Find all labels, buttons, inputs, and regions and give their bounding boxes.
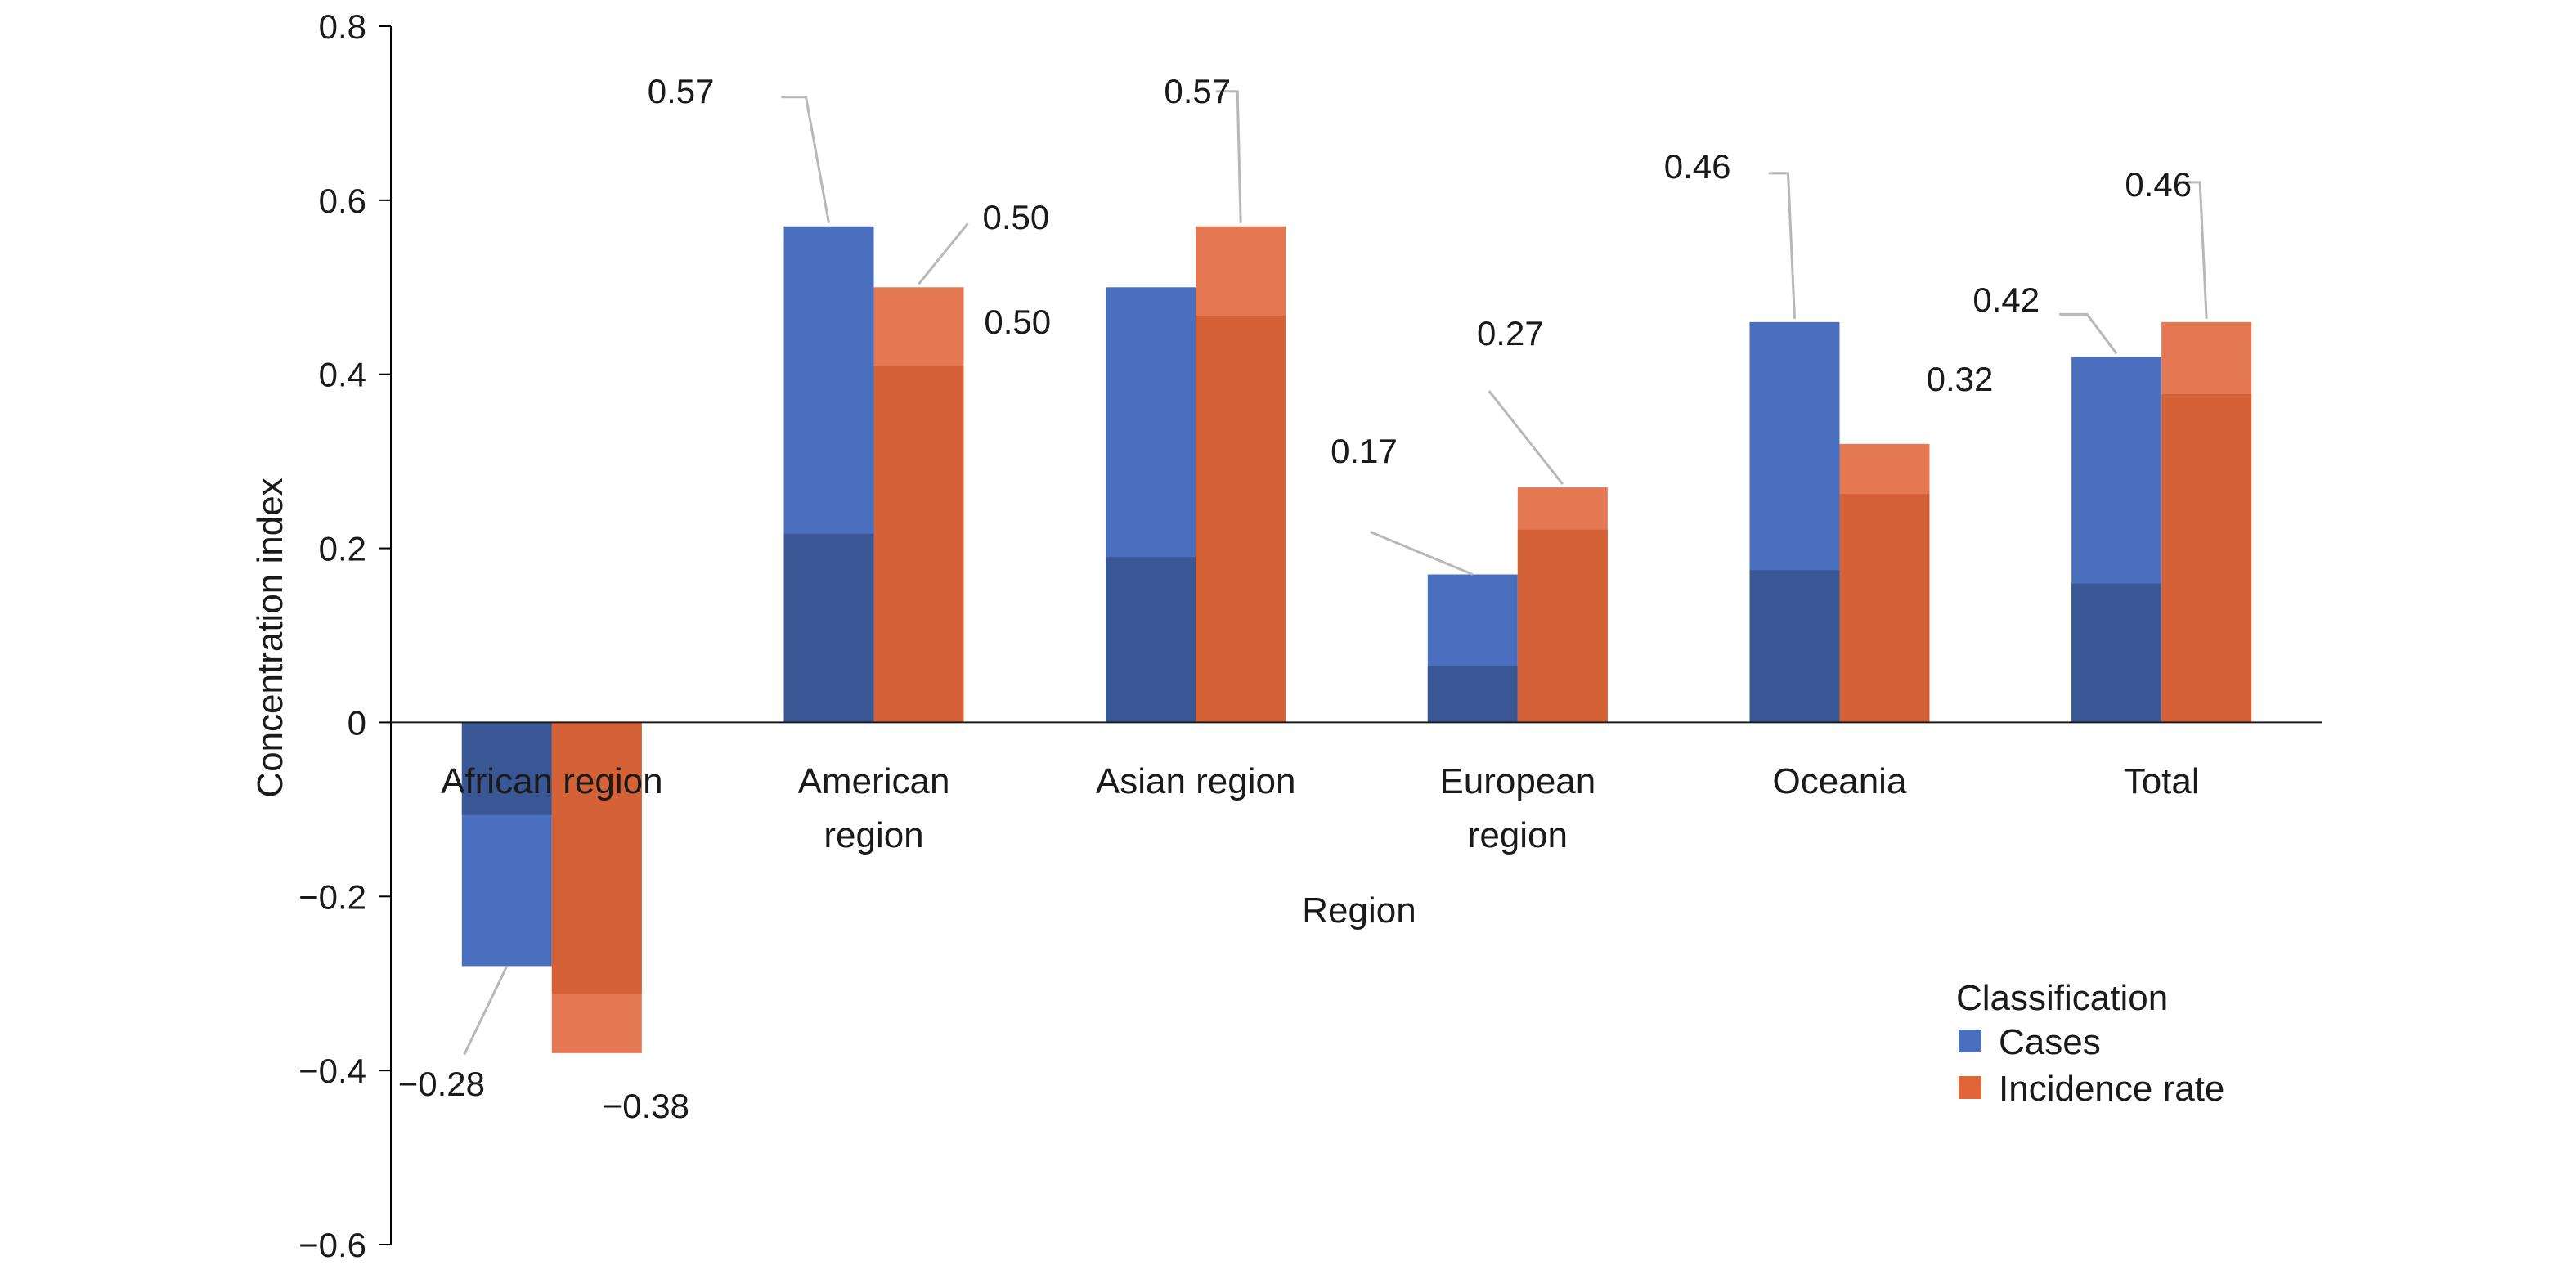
- legend-title: Classification: [1956, 978, 2168, 1018]
- bar-cases: [2071, 357, 2161, 722]
- bar-cases: [784, 227, 874, 723]
- bar-shade: [1518, 530, 1608, 723]
- data-label-leader: [1489, 391, 1563, 484]
- bar-shade: [1196, 316, 1286, 722]
- data-label-leader: [782, 97, 829, 223]
- data-label-incidence-rate: 0.57: [1164, 72, 1231, 110]
- data-label-leader: [1216, 92, 1241, 223]
- data-label-incidence-rate: 0.32: [1927, 360, 1994, 398]
- bar-shade: [1106, 557, 1196, 722]
- data-label-cases: 0.50: [984, 303, 1051, 341]
- y-tick-label: −0.6: [298, 1226, 366, 1264]
- bar-chart: −0.6 −0.4 −0.2 0 0.2 0.4 0.6 0.8 African region…: [0, 0, 2576, 1274]
- data-label-leader: [2059, 314, 2116, 353]
- data-label-leader: [464, 966, 507, 1054]
- bar-cases: [1106, 287, 1196, 722]
- data-label-cases: 0.57: [648, 72, 715, 110]
- data-label-cases: 0.42: [1972, 280, 2040, 319]
- y-tick-label: −0.2: [298, 877, 366, 916]
- y-tick-label: 0.2: [319, 530, 366, 568]
- y-tick-label: −0.4: [298, 1052, 366, 1090]
- bar-shade: [1428, 666, 1518, 723]
- bar-shade: [784, 534, 874, 723]
- bar-shade: [874, 366, 964, 722]
- data-label-incidence-rate: 0.27: [1477, 314, 1544, 352]
- x-tick-label: American region: [798, 761, 950, 855]
- x-tick-label: Asian region: [1096, 761, 1296, 801]
- bar-incidence-rate: [2161, 322, 2251, 723]
- y-tick-label: 0.8: [319, 7, 366, 46]
- bar-incidence-rate: [1518, 487, 1608, 722]
- y-tick-label: 0.4: [319, 356, 366, 394]
- data-label-cases: 0.46: [1664, 147, 1731, 186]
- bar-incidence-rate: [874, 287, 964, 722]
- legend-swatch-cases: [1959, 1030, 1981, 1052]
- data-label-leader: [1769, 173, 1795, 319]
- x-tick-label: African region: [441, 761, 662, 801]
- x-tick-label: European region: [1439, 761, 1595, 855]
- data-label-incidence-rate: 0.50: [983, 198, 1050, 236]
- bar-incidence-rate: [1840, 444, 1930, 723]
- bar-cases: [1428, 575, 1518, 723]
- data-label-incidence-rate: 0.46: [2125, 165, 2192, 204]
- bar-shade: [1840, 494, 1930, 722]
- y-tick-label: 0: [348, 703, 366, 742]
- data-label-cases: 0.17: [1331, 432, 1398, 470]
- data-label-incidence-rate: −0.38: [603, 1087, 689, 1125]
- data-label-cases: −0.28: [398, 1065, 485, 1103]
- legend-swatch-incidence-rate: [1959, 1076, 1981, 1099]
- y-axis: −0.6 −0.4 −0.2 0 0.2 0.4 0.6 0.8: [298, 7, 391, 1264]
- legend-label-cases: Cases: [1999, 1022, 2101, 1062]
- bar-shade: [2071, 584, 2161, 723]
- y-tick-label: 0.6: [319, 182, 366, 220]
- data-label-leader: [919, 223, 968, 284]
- data-label-leader: [1371, 532, 1473, 575]
- x-tick-label: Total: [2124, 761, 2200, 801]
- y-axis-label: Concentration index: [250, 478, 290, 797]
- bar-cases: [462, 722, 552, 966]
- x-axis-label: Region: [1302, 890, 1416, 931]
- legend: Classification Cases Incidence rate: [1956, 978, 2224, 1109]
- data-labels: −0.28 −0.38 0.57 0.50 0.50 0.57 0.17 0.27 0.46 0.…: [398, 72, 2206, 1125]
- x-tick-label: Oceania: [1773, 761, 1907, 801]
- bar-shade: [2161, 394, 2251, 722]
- bar-shade: [1750, 570, 1840, 722]
- bar-cases: [1750, 322, 1840, 723]
- x-axis: African region American region Asian region…: [391, 722, 2322, 855]
- bar-incidence-rate: [1196, 227, 1286, 723]
- legend-label-incidence-rate: Incidence rate: [1999, 1069, 2224, 1109]
